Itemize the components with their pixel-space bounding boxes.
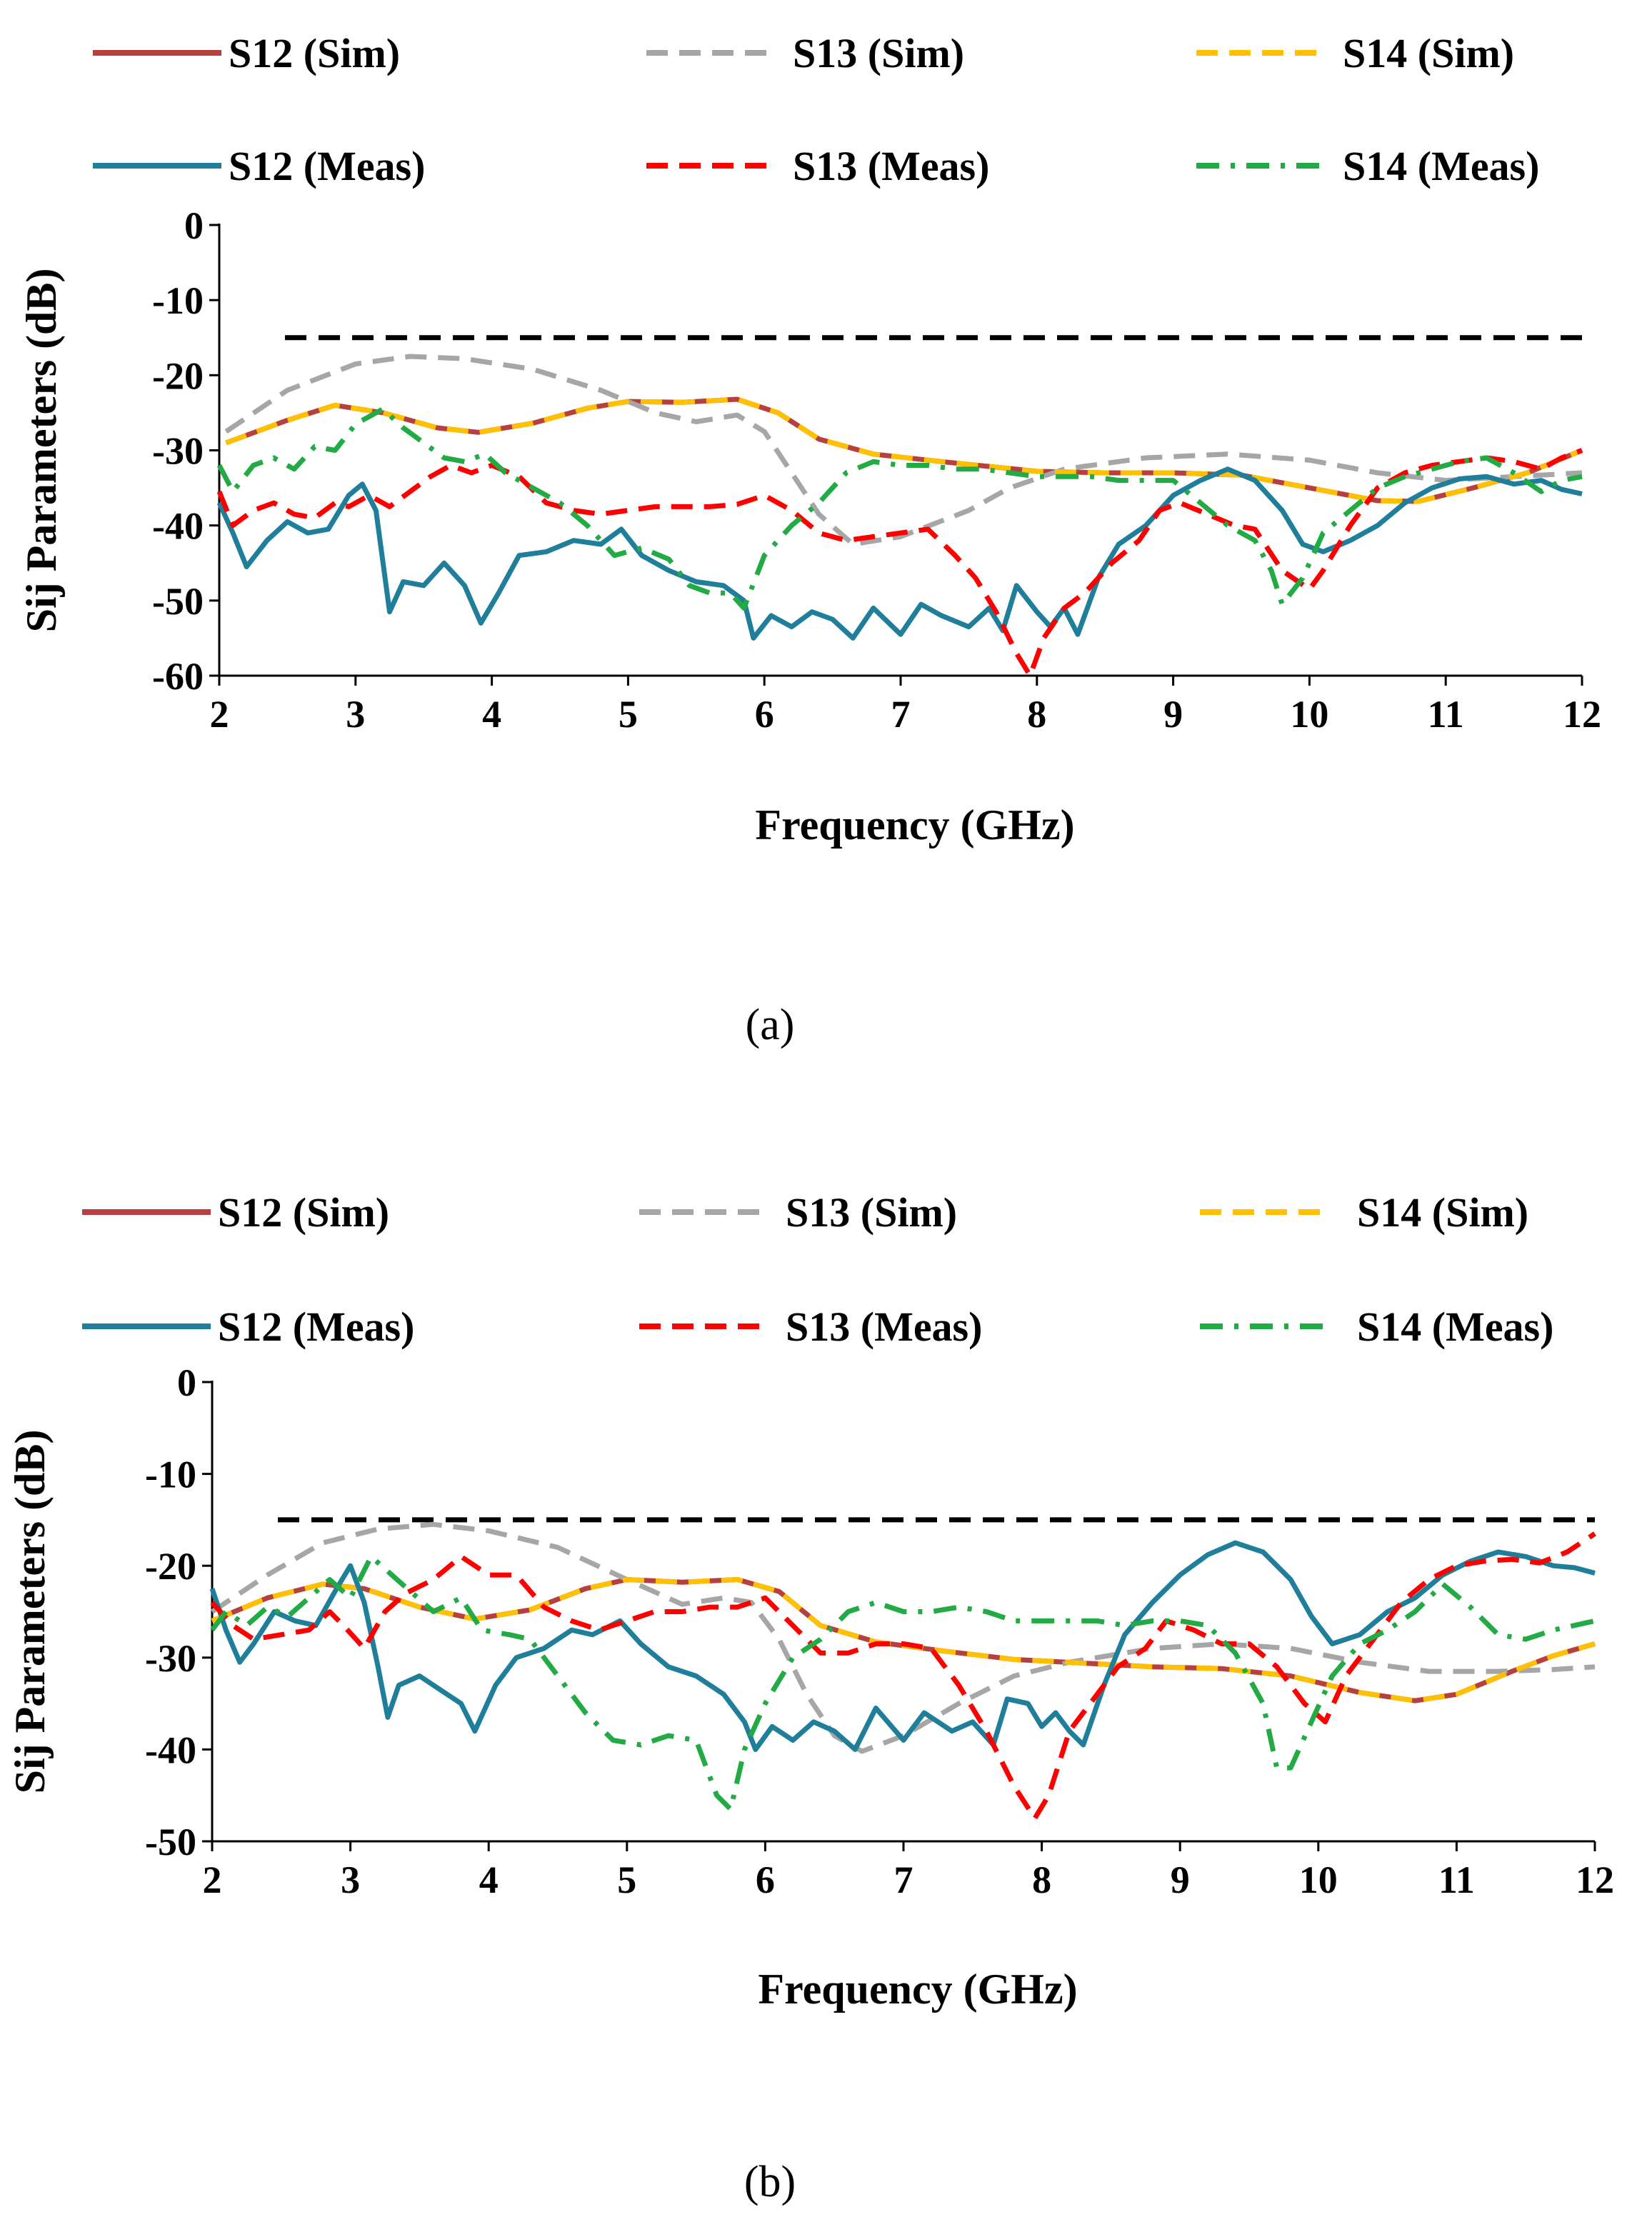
series-line-s12-meas bbox=[216, 466, 1583, 641]
series-line-s13-meas bbox=[210, 1531, 1596, 1821]
chart-a: 0 -10 -20 -30 -40 -50 -602 3 4 5 6 7 8 9 10 11 12 Frequen… bbox=[18, 30, 1601, 1049]
y-tick-label: -20 bbox=[145, 1545, 196, 1588]
y-tick-label: -30 bbox=[152, 430, 204, 473]
x-tick-label: 5 bbox=[619, 693, 638, 736]
series-line-s14-meas bbox=[210, 1553, 1596, 1812]
y-tick-label: -50 bbox=[145, 1821, 196, 1863]
x-tick-label: 6 bbox=[756, 1858, 775, 1901]
series-line-s12-meas bbox=[209, 1540, 1596, 1752]
figure-caption: (a) bbox=[746, 1001, 795, 1049]
x-tick-label: 2 bbox=[210, 693, 229, 736]
y-axis-title: Sij Parameters (dB) bbox=[18, 269, 65, 633]
legend-label: S13 (Meas) bbox=[786, 1303, 982, 1350]
x-tick-label: 12 bbox=[1563, 693, 1601, 736]
legend-label: S14 (Sim) bbox=[1343, 30, 1514, 76]
x-axis-title: Frequency (GHz) bbox=[755, 801, 1074, 849]
figure-caption: (b) bbox=[744, 2158, 796, 2206]
series-line-s14-sim bbox=[225, 396, 1583, 504]
x-tick-label: 5 bbox=[617, 1858, 636, 1901]
x-tick-label: 11 bbox=[1438, 1858, 1475, 1901]
y-tick-label: -10 bbox=[152, 279, 204, 322]
y-tick-label: -20 bbox=[152, 354, 204, 397]
legend-label: S12 (Sim) bbox=[218, 1189, 389, 1236]
x-tick-label: 10 bbox=[1299, 1858, 1338, 1901]
x-tick-label: 2 bbox=[203, 1858, 222, 1901]
y-tick-label: 0 bbox=[177, 1361, 196, 1404]
x-tick-label: 7 bbox=[894, 1858, 913, 1901]
series-line-s14-sim bbox=[211, 1577, 1596, 1703]
legend-label: S14 (Sim) bbox=[1357, 1189, 1528, 1236]
x-tick-label: 10 bbox=[1290, 693, 1328, 736]
chart-b: 0 -10 -20 -30 -40 -502 3 4 5 6 7 8 9 10 11 12 Frequency … bbox=[6, 1189, 1614, 2206]
series-line-s12-sim bbox=[211, 1577, 1596, 1703]
series-line-s13-sim bbox=[211, 1521, 1596, 1754]
x-tick-label: 6 bbox=[755, 693, 774, 736]
x-tick-label: 3 bbox=[341, 1858, 360, 1901]
legend-label: S13 (Meas) bbox=[793, 143, 989, 189]
series-line-s13-sim bbox=[224, 354, 1583, 547]
series-line-s12-sim bbox=[225, 396, 1583, 504]
x-tick-label: 8 bbox=[1027, 693, 1046, 736]
y-tick-label: -10 bbox=[145, 1453, 196, 1496]
series-line-s13-meas bbox=[216, 448, 1583, 679]
y-tick-label: -30 bbox=[145, 1637, 196, 1680]
x-tick-label: 3 bbox=[346, 693, 365, 736]
x-tick-label: 7 bbox=[891, 693, 911, 736]
y-tick-label: 0 bbox=[184, 204, 204, 247]
legend-label: S12 (Sim) bbox=[229, 30, 400, 76]
x-tick-label: 11 bbox=[1428, 693, 1464, 736]
x-axis-title: Frequency (GHz) bbox=[758, 1966, 1077, 2013]
y-tick-label: -60 bbox=[152, 655, 204, 698]
x-tick-label: 9 bbox=[1171, 1858, 1190, 1901]
y-tick-label: -40 bbox=[145, 1728, 196, 1771]
x-tick-label: 9 bbox=[1163, 693, 1183, 736]
y-tick-label: -40 bbox=[152, 505, 204, 548]
x-tick-label: 4 bbox=[482, 693, 501, 736]
series-line-s14-meas bbox=[216, 406, 1583, 611]
legend-label: S12 (Meas) bbox=[229, 143, 425, 189]
legend-label: S13 (Sim) bbox=[786, 1189, 957, 1236]
x-tick-label: 4 bbox=[479, 1858, 499, 1901]
legend-label: S14 (Meas) bbox=[1343, 143, 1539, 189]
y-tick-label: -50 bbox=[152, 580, 204, 623]
x-tick-label: 8 bbox=[1032, 1858, 1051, 1901]
legend-label: S13 (Sim) bbox=[793, 30, 964, 76]
legend-label: S12 (Meas) bbox=[218, 1303, 414, 1350]
x-tick-label: 12 bbox=[1576, 1858, 1614, 1901]
legend-label: S14 (Meas) bbox=[1357, 1303, 1553, 1350]
y-axis-title: Sij Parameters (dB) bbox=[6, 1430, 54, 1794]
